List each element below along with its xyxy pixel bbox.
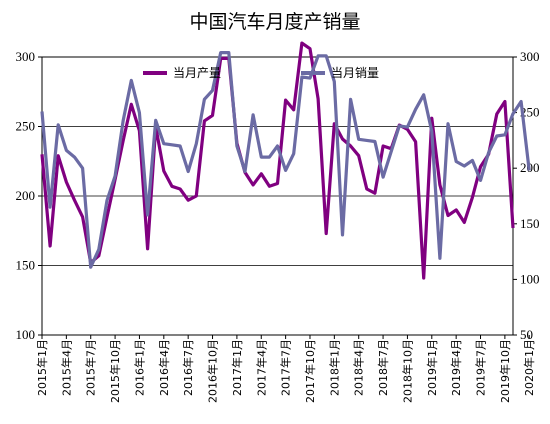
x-tick-label: 2016年4月: [157, 339, 171, 396]
x-tick-label: 2015年7月: [84, 339, 98, 396]
y-left-tick-label: 300: [16, 49, 36, 64]
x-tick-label: 2015年4月: [59, 339, 73, 396]
x-tick-label: 2016年1月: [132, 339, 146, 396]
x-tick-label: 2016年10月: [206, 339, 220, 403]
series-layer: [40, 41, 531, 280]
y-right-tick-label: 50: [520, 327, 533, 342]
y-right-tick-label: 300: [520, 49, 540, 64]
x-tick-label: 2018年4月: [352, 339, 366, 396]
legend: 当月产量 当月销量: [143, 66, 379, 80]
y-left-tick-label: 200: [16, 188, 36, 203]
y-left-tick-label: 250: [16, 119, 36, 134]
x-tick-label: 2017年10月: [303, 339, 317, 403]
legend-label-2: 当月销量: [331, 66, 379, 80]
x-tick-label: 2019年10月: [498, 339, 512, 403]
x-tick-label: 2020年1月: [522, 339, 536, 396]
x-tick-label: 2017年1月: [230, 339, 244, 396]
y-left-tick-label: 150: [16, 258, 36, 273]
y-right-tick-label: 250: [520, 105, 540, 120]
x-tick-label: 2016年7月: [181, 339, 195, 396]
x-tick-label: 2019年4月: [449, 339, 463, 396]
x-tick-label: 2018年10月: [400, 339, 414, 403]
y-right-tick-label: 100: [520, 271, 540, 286]
chart-title: 中国汽车月度产销量: [189, 11, 360, 33]
x-tick-label: 2015年10月: [108, 339, 122, 403]
y-right-tick-label: 150: [520, 216, 540, 231]
x-tick-label: 2019年7月: [474, 339, 488, 396]
series-line-1: [40, 41, 515, 280]
x-tick-label: 2019年1月: [425, 339, 439, 396]
series-line-2: [40, 50, 531, 269]
x-tick-label: 2018年7月: [376, 339, 390, 396]
x-tick-label: 2017年7月: [279, 339, 293, 396]
legend-label-1: 当月产量: [173, 66, 221, 80]
x-tick-label: 2018年1月: [327, 339, 341, 396]
x-tick-label: 2015年1月: [35, 339, 49, 396]
y-left-tick-label: 100: [16, 327, 36, 342]
x-tick-label: 2017年4月: [254, 339, 268, 396]
